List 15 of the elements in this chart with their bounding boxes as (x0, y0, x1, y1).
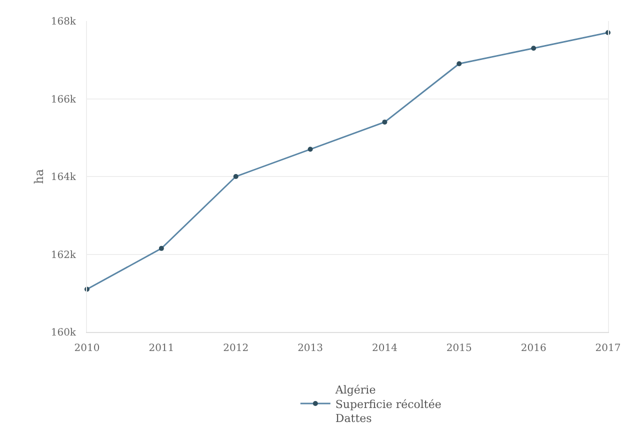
x-tick-label: 2015 (446, 343, 472, 354)
y-tick-label: 166k (50, 94, 77, 106)
x-tick-label: 2011 (148, 343, 174, 354)
legend-label: Algérie Superficie récoltée Dattes (334, 383, 442, 426)
x-tick-label: 2010 (74, 343, 100, 354)
y-tick-label: 160k (50, 328, 77, 338)
y-tick-label: 168k (50, 16, 77, 28)
x-tick-label: 2017 (595, 343, 621, 354)
x-tick-label: 2016 (520, 343, 546, 354)
y-tick-label: 162k (50, 250, 77, 261)
y-tick-label: 164k (50, 172, 77, 183)
x-tick-label: 2014 (372, 343, 398, 354)
x-tick-label: 2013 (298, 343, 324, 354)
y-axis-title: ha (32, 169, 46, 184)
x-tick-label: 2012 (223, 343, 249, 354)
